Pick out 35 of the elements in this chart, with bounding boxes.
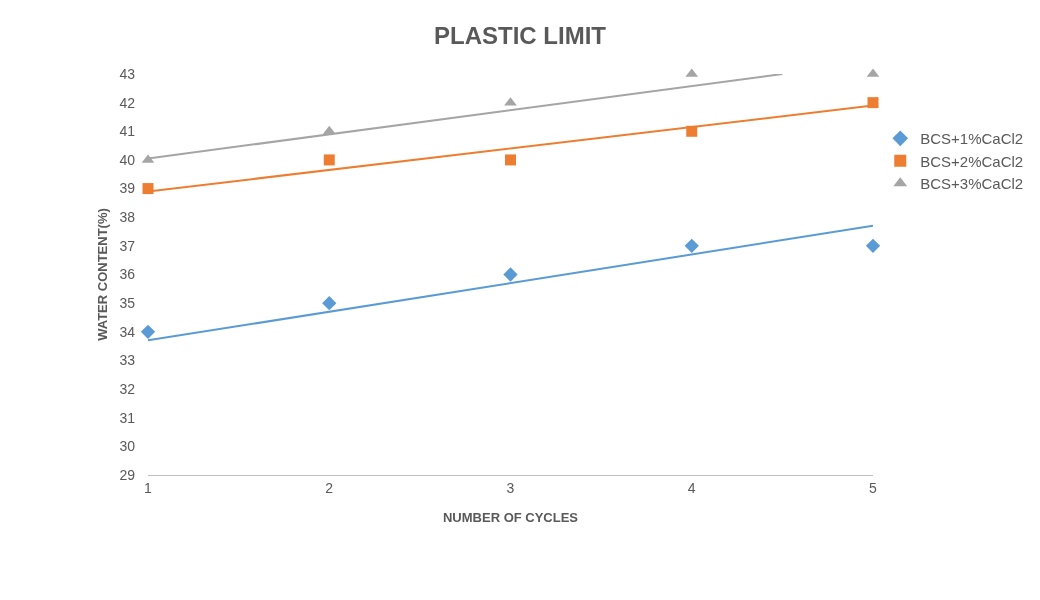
legend-label: BCS+1%CaCl2 xyxy=(920,130,1024,148)
y-tick-label: 32 xyxy=(119,380,136,397)
x-tick-label: 2 xyxy=(325,479,334,496)
y-tick-label: 39 xyxy=(119,180,136,197)
y-tick-label: 31 xyxy=(119,409,136,426)
y-tick-label: 37 xyxy=(119,237,136,254)
y-tick-label: 36 xyxy=(119,266,136,283)
x-tick-label: 4 xyxy=(687,479,696,496)
point xyxy=(867,97,879,109)
point xyxy=(503,267,518,282)
y-tick-label: 35 xyxy=(119,295,136,312)
y-tick-label: 30 xyxy=(119,438,136,455)
y-tick-label: 41 xyxy=(119,123,136,140)
legend-label: BCS+2%CaCl2 xyxy=(920,152,1024,170)
point xyxy=(142,183,154,195)
y-tick-label: 43 xyxy=(119,65,136,82)
point xyxy=(140,324,156,339)
point xyxy=(865,238,881,254)
y-tick-label: 29 xyxy=(119,466,136,483)
chart-title: PLASTIC LIMIT xyxy=(434,21,607,49)
x-axis-title: NUMBER OF CYCLES xyxy=(442,510,579,526)
y-tick-label: 38 xyxy=(119,209,136,226)
x-tick-label: 3 xyxy=(506,479,515,496)
y-tick-label: 33 xyxy=(119,352,136,369)
y-tick-label: 40 xyxy=(119,151,136,168)
y-axis-title: WATER CONTENT(%) xyxy=(95,208,111,341)
x-tick-label: 5 xyxy=(869,479,878,496)
y-tick-label: 42 xyxy=(119,94,136,111)
point xyxy=(684,238,699,254)
point xyxy=(322,295,337,311)
y-tick-label: 34 xyxy=(119,323,136,340)
point xyxy=(323,154,335,166)
x-tick-label: 1 xyxy=(144,479,153,496)
legend-label: BCS+3%CaCl2 xyxy=(920,175,1024,193)
point xyxy=(505,154,516,166)
